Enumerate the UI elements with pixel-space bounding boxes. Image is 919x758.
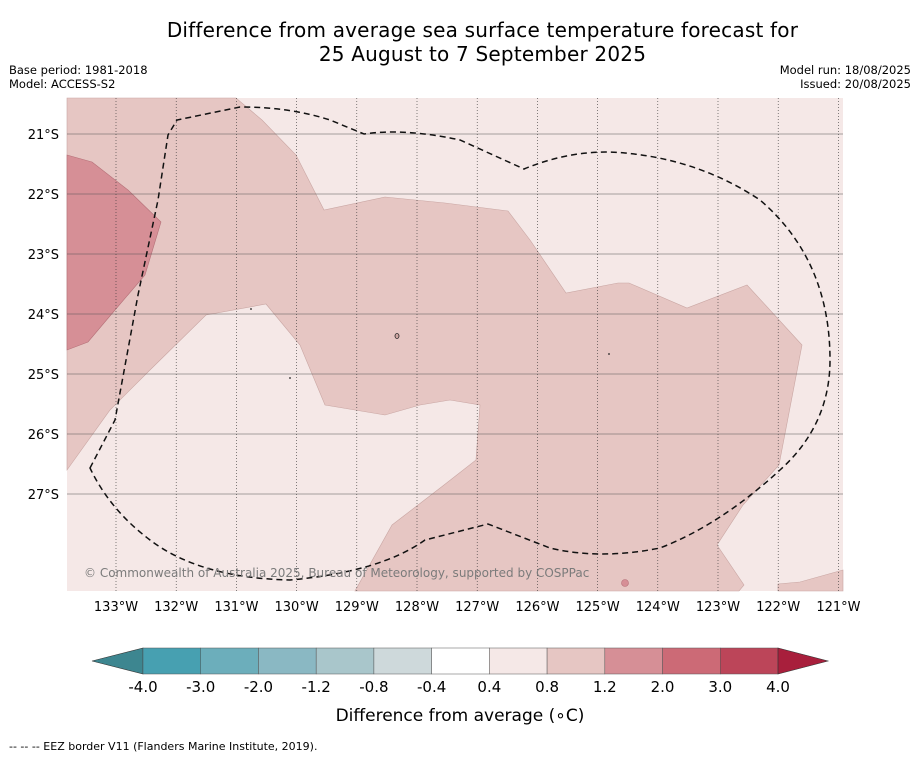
latitude-label: 25°S: [28, 368, 59, 383]
model-run: Model run: 18/08/2025: [779, 63, 911, 77]
graticule: [67, 98, 843, 591]
longitude-label: 131°W: [214, 600, 258, 615]
colorbar-tick-label: 2.0: [651, 678, 675, 696]
anomaly-spot: [250, 308, 252, 310]
latitude-label: 24°S: [28, 308, 59, 323]
copyright-text: © Commonwealth of Australia 2025, Bureau…: [84, 566, 589, 580]
colorbar-label: Difference from average (∘C): [336, 706, 585, 726]
eez-border: [89, 106, 831, 581]
colorbar: -4.0 -3.0 -2.0 -1.2 -0.8 -0.4 0.4 0.8 1.2 2.0 3.0 4…: [91, 647, 830, 696]
latitude-labels: 21°S 22°S 23°S 24°S 25°S 26°S 27°S: [28, 128, 59, 503]
anomaly-spot: [394, 333, 400, 339]
anomaly-spot: [608, 353, 610, 355]
colorbar-segment: [373, 647, 432, 675]
colorbar-segment: [720, 647, 779, 675]
colorbar-segment: [604, 647, 663, 675]
title-line-1: Difference from average sea surface temp…: [166, 18, 799, 42]
base-period: Base period: 1981-2018: [9, 63, 148, 77]
page-title: Difference from average sea surface temp…: [0, 18, 919, 66]
anomaly-region-1.2-2.0: [66, 154, 162, 351]
longitude-label: 132°W: [154, 600, 198, 615]
latitude-label: 23°S: [28, 248, 59, 263]
longitude-label: 130°W: [275, 600, 319, 615]
colorbar-segment: [200, 647, 259, 675]
longitude-label: 121°W: [816, 600, 860, 615]
colorbar-segment: [315, 647, 375, 675]
anomaly-spot: [621, 579, 629, 587]
issued-date: Issued: 20/08/2025: [800, 77, 911, 91]
colorbar-tick-label: -2.0: [244, 678, 273, 696]
colorbar-tick-label: 0.8: [535, 678, 559, 696]
longitude-label: 129°W: [335, 600, 379, 615]
colorbar-tick-label: -0.4: [417, 678, 446, 696]
longitude-label: 133°W: [94, 600, 138, 615]
longitude-label: 124°W: [636, 600, 680, 615]
colorbar-tick-label: 1.2: [593, 678, 617, 696]
colorbar-segment: [546, 647, 606, 675]
colorbar-tick-label: -1.2: [302, 678, 331, 696]
colorbar-tick-label: -4.0: [128, 678, 157, 696]
longitude-label: 128°W: [395, 600, 439, 615]
colorbar-under-arrow: [91, 647, 144, 675]
colorbar-tick-label: -3.0: [186, 678, 215, 696]
map-panel: © Commonwealth of Australia 2025, Bureau…: [66, 97, 844, 592]
colorbar-segment: [431, 647, 490, 675]
longitude-label: 123°W: [696, 600, 740, 615]
eez-footnote: -- -- -- EEZ border V11 (Flanders Marine…: [9, 740, 318, 753]
longitude-label: 126°W: [515, 600, 559, 615]
latitude-label: 27°S: [28, 488, 59, 503]
latitude-label: 26°S: [28, 428, 59, 443]
colorbar-tick-label: 0.4: [477, 678, 501, 696]
model-name: Model: ACCESS-S2: [9, 77, 116, 91]
longitude-label: 125°W: [576, 600, 620, 615]
longitude-labels: 133°W 132°W 131°W 130°W 129°W 128°W 127°W 126°W…: [94, 600, 861, 615]
colorbar-segment: [258, 647, 317, 675]
anomaly-region-0.8-1.2-corner: [777, 569, 844, 592]
latitude-label: 22°S: [28, 188, 59, 203]
meta-left: Base period: 1981-2018 Model: ACCESS-S2: [9, 63, 148, 91]
colorbar-segment: [142, 647, 201, 675]
colorbar-tick-label: 3.0: [708, 678, 732, 696]
latitude-label: 21°S: [28, 128, 59, 143]
longitude-label: 127°W: [455, 600, 499, 615]
anomaly-region-0.8-1.2: [66, 97, 803, 592]
colorbar-tick-label: 4.0: [766, 678, 790, 696]
anomaly-spot: [289, 377, 291, 379]
colorbar-tick-label: -0.8: [359, 678, 388, 696]
meta-right: Model run: 18/08/2025 Issued: 20/08/2025: [780, 63, 911, 91]
colorbar-over-arrow: [777, 647, 830, 675]
title-line-2: 25 August to 7 September 2025: [318, 42, 647, 66]
colorbar-segment: [662, 647, 721, 675]
longitude-label: 122°W: [756, 600, 800, 615]
colorbar-segment: [489, 647, 548, 675]
